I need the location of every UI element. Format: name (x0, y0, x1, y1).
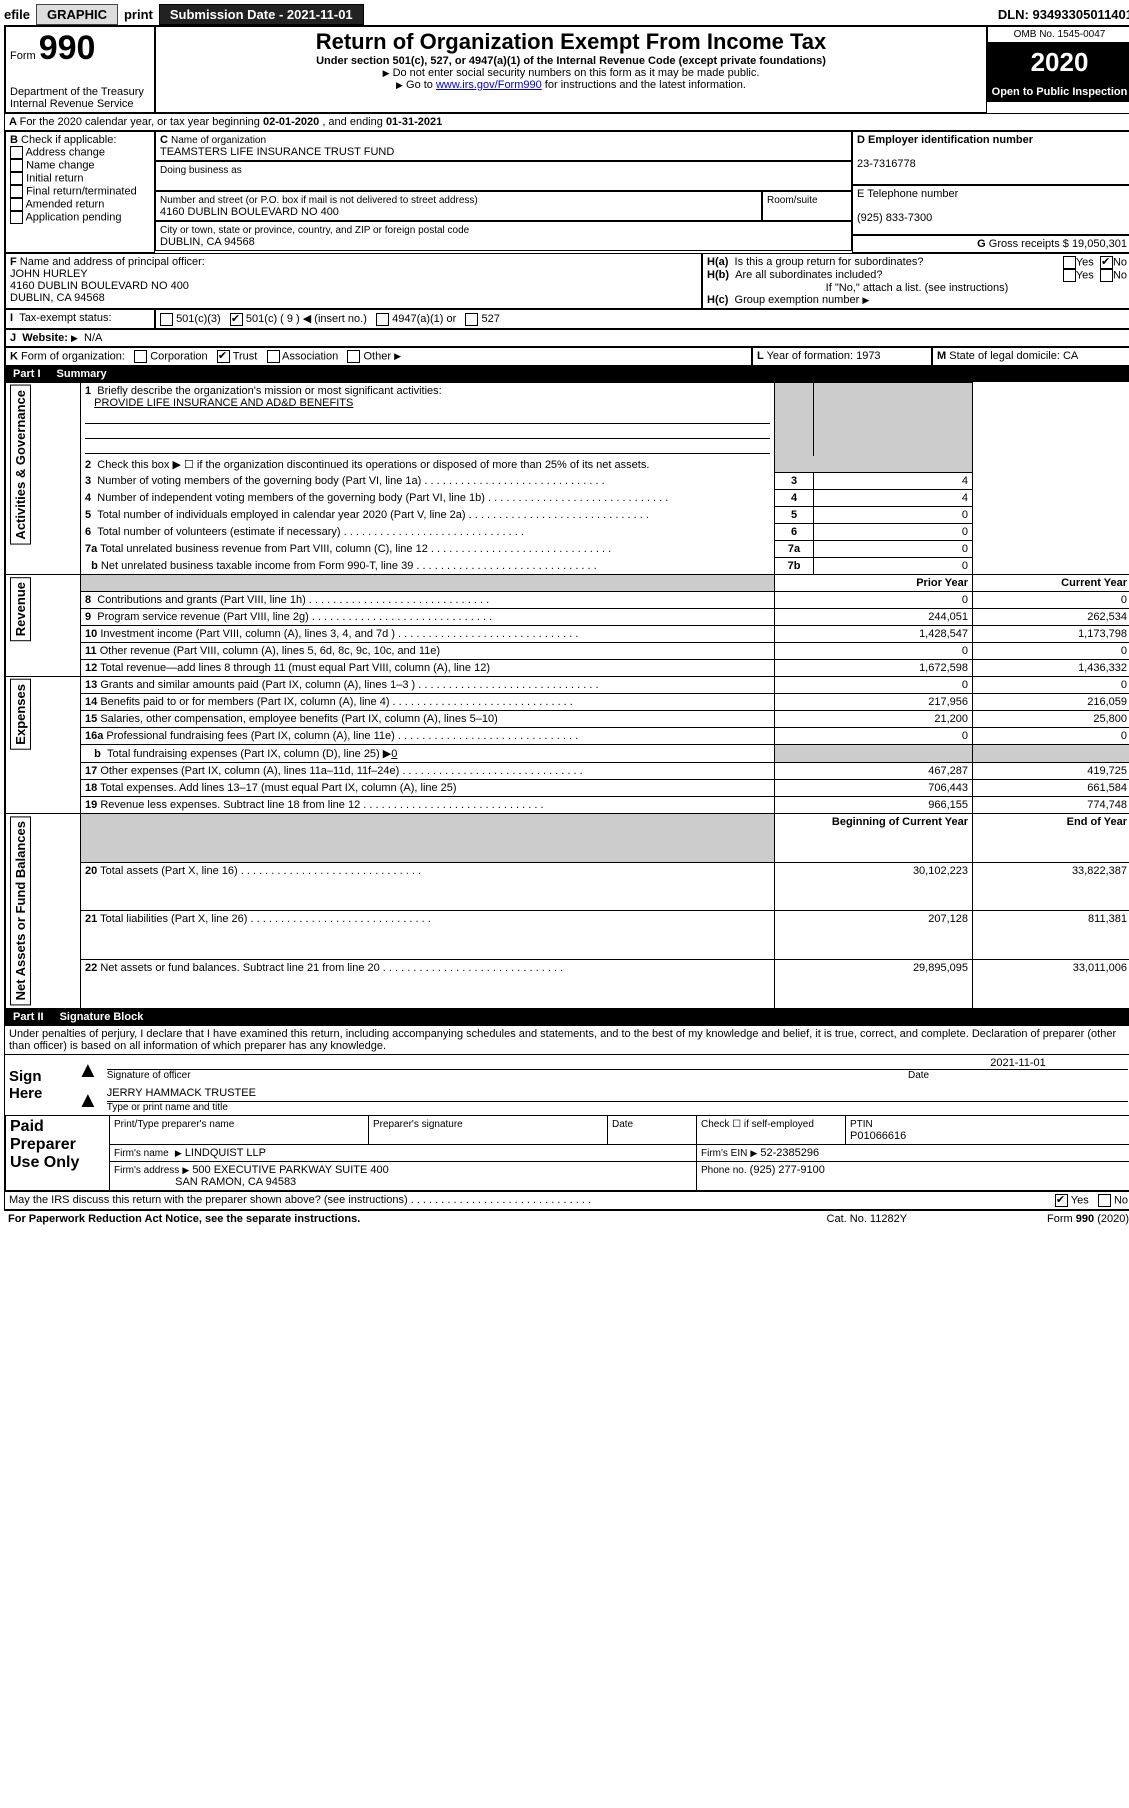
ha-no-checkbox[interactable] (1100, 256, 1113, 269)
form-number: 990 (39, 29, 96, 67)
hb-no-checkbox[interactable] (1100, 269, 1113, 282)
org-name: TEAMSTERS LIFE INSURANCE TRUST FUND (160, 146, 394, 158)
telephone: (925) 833-7300 (857, 212, 932, 224)
tax-year-end: 01-31-2021 (386, 116, 442, 128)
form-container: Form 990 Department of the Treasury Inte… (4, 25, 1129, 1211)
initial-return-checkbox[interactable] (10, 172, 23, 185)
ha-yes-checkbox[interactable] (1063, 256, 1076, 269)
website: N/A (84, 332, 102, 344)
dept-label: Department of the Treasury Internal Reve… (10, 86, 150, 110)
form-title: Return of Organization Exempt From Incom… (160, 29, 982, 55)
penalty-statement: Under penalties of perjury, I declare th… (5, 1025, 1129, 1055)
paperwork-notice: For Paperwork Reduction Act Notice, see … (8, 1213, 360, 1225)
dln-label: DLN: 93493305011401 (998, 7, 1129, 22)
print-label[interactable]: print (124, 7, 153, 22)
final-return-checkbox[interactable] (10, 185, 23, 198)
firm-ein: 52-2385296 (760, 1147, 819, 1159)
mission: PROVIDE LIFE INSURANCE AND AD&D BENEFITS (94, 397, 353, 409)
tax-year-begin: 02-01-2020 (263, 116, 319, 128)
paid-preparer-label: Paid Preparer Use Only (6, 1115, 110, 1190)
ein: 23-7316778 (857, 158, 916, 170)
submission-date-button[interactable]: Submission Date - 2021-11-01 (159, 4, 364, 25)
amended-return-checkbox[interactable] (10, 198, 23, 211)
other-checkbox[interactable] (347, 350, 360, 363)
name-change-checkbox[interactable] (10, 159, 23, 172)
discuss-yes-checkbox[interactable] (1055, 1194, 1068, 1207)
trust-checkbox[interactable] (217, 350, 230, 363)
instructions-link[interactable]: www.irs.gov/Form990 (436, 79, 542, 91)
omb-label: OMB No. 1545-0047 (987, 26, 1129, 43)
discuss-no-checkbox[interactable] (1098, 1194, 1111, 1207)
cat-no: Cat. No. 11282Y (827, 1213, 908, 1225)
501c-checkbox[interactable] (230, 313, 243, 326)
firm-phone: (925) 277-9100 (750, 1164, 825, 1176)
ptin-value: P01066616 (850, 1130, 906, 1142)
sign-here-label: Sign Here (5, 1055, 73, 1115)
form-label: Form (10, 50, 36, 62)
summary-table: Activities & Governance 1 Briefly descri… (5, 382, 1129, 1009)
state-domicile: CA (1063, 350, 1078, 362)
form-footer: Form 990 (2020) (1047, 1213, 1129, 1225)
corp-checkbox[interactable] (134, 350, 147, 363)
officer-name: JOHN HURLEY (10, 268, 88, 280)
open-to-public: Open to Public Inspection (987, 82, 1129, 102)
501c3-checkbox[interactable] (160, 313, 173, 326)
form-subtitle: Under section 501(c), 527, or 4947(a)(1)… (160, 55, 982, 67)
part-ii-header: Part II Signature Block (5, 1009, 1129, 1025)
city-state-zip: DUBLIN, CA 94568 (160, 236, 255, 248)
hb-yes-checkbox[interactable] (1063, 269, 1076, 282)
4947-checkbox[interactable] (376, 313, 389, 326)
officer-name-title: JERRY HAMMACK TRUSTEE (107, 1087, 1128, 1102)
firm-name: LINDQUIST LLP (185, 1147, 266, 1159)
gross-receipts: 19,050,301 (1072, 238, 1127, 250)
line-a-text: For the 2020 calendar year, or tax year … (20, 116, 263, 128)
efile-label: efile (4, 7, 30, 22)
graphic-button[interactable]: GRAPHIC (36, 4, 118, 25)
street-address: 4160 DUBLIN BOULEVARD NO 400 (160, 206, 339, 218)
application-pending-checkbox[interactable] (10, 211, 23, 224)
assoc-checkbox[interactable] (267, 350, 280, 363)
top-toolbar: efile GRAPHIC print Submission Date - 20… (4, 4, 1129, 25)
tax-year: 2020 (987, 43, 1129, 82)
part-i-header: Part I Summary (5, 366, 1129, 382)
year-formation: 1973 (856, 350, 880, 362)
note-ssn: Do not enter social security numbers on … (393, 67, 760, 79)
address-change-checkbox[interactable] (10, 146, 23, 159)
527-checkbox[interactable] (465, 313, 478, 326)
